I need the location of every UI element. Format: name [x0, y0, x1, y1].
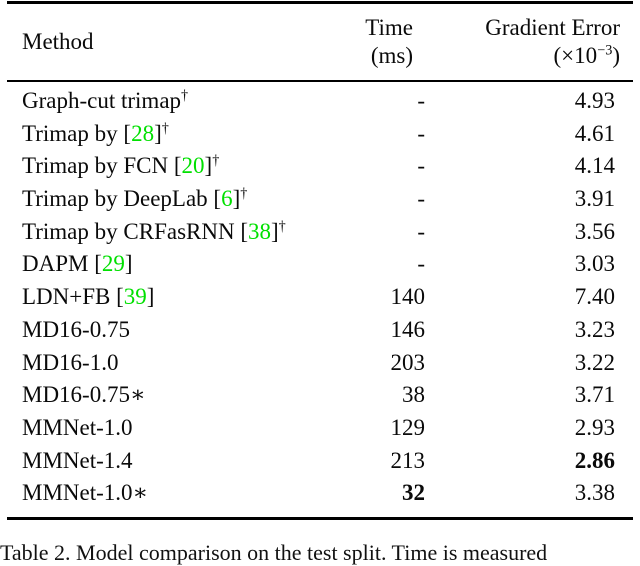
citation-link[interactable]: 28: [131, 120, 155, 146]
gradient-cell: 3.71: [574, 382, 615, 408]
table-row: DAPM [29] - 3.03: [7, 248, 633, 281]
time-cell: -: [417, 120, 425, 146]
table-row: Trimap by DeepLab [6]† - 3.91: [7, 183, 633, 216]
header-gradient-line2: (×10−3): [425, 42, 620, 70]
time-cell: 146: [390, 316, 426, 342]
table-caption: Table 2. Model comparison on the test sp…: [0, 540, 548, 565]
time-cell: -: [417, 186, 425, 212]
results-table: Method Time (ms) Gradient Error (×10−3) …: [7, 1, 633, 520]
gradient-cell: 3.91: [574, 186, 615, 212]
citation-link[interactable]: 20: [181, 153, 205, 179]
table-row: MD16-0.75 146 3.23: [7, 314, 633, 347]
gradient-cell-best: 2.86: [574, 447, 615, 473]
method-cell: MMNet-1.4: [22, 447, 133, 473]
table-bottom-rule: [7, 516, 633, 520]
header-time-line1: Time: [365, 15, 413, 40]
gradient-cell: 3.38: [574, 480, 615, 506]
table-mid-rule: [7, 80, 633, 82]
table-row: MD16-0.75∗ 38 3.71: [7, 379, 633, 412]
method-cell: MD16-0.75∗: [22, 382, 146, 408]
time-cell: -: [417, 218, 425, 244]
gradient-unit-post: ): [612, 43, 620, 68]
header-method: Method: [22, 29, 94, 54]
gradient-unit-exponent: −3: [597, 42, 613, 59]
time-cell: -: [417, 153, 425, 179]
method-cell: DAPM [29]: [22, 251, 133, 277]
gradient-cell: 4.93: [574, 88, 615, 113]
table-row: Graph-cut trimap† - 4.93: [7, 85, 633, 118]
method-cell: Trimap by FCN [20]†: [22, 152, 220, 179]
table-row: MMNet-1.0∗ 32 3.38: [7, 477, 633, 510]
method-cell: Graph-cut trimap†: [22, 87, 189, 113]
header-gradient-error: Gradient Error (×10−3): [425, 14, 633, 70]
method-cell: MMNet-1.0: [22, 414, 133, 440]
time-cell: -: [417, 88, 425, 113]
header-gradient-line1: Gradient Error: [485, 15, 620, 40]
citation-link[interactable]: 38: [248, 218, 271, 244]
dagger-superscript: †: [161, 120, 169, 137]
time-cell: 213: [390, 447, 426, 473]
gradient-cell: 3.23: [574, 316, 615, 342]
citation-link[interactable]: 29: [101, 251, 125, 277]
header-time: Time (ms): [303, 14, 425, 70]
gradient-cell: 4.14: [574, 153, 615, 179]
gradient-cell: 3.56: [574, 218, 615, 244]
dagger-superscript: †: [212, 152, 220, 169]
dagger-superscript: †: [278, 218, 286, 235]
time-cell: 129: [390, 414, 426, 440]
time-cell: 203: [390, 349, 426, 375]
time-cell: 38: [402, 382, 425, 408]
gradient-cell: 3.03: [574, 251, 615, 277]
table-body: Graph-cut trimap† - 4.93 Trimap by [28]†…: [7, 82, 633, 517]
time-cell-best: 32: [402, 480, 425, 506]
gradient-cell: 2.93: [574, 414, 615, 440]
header-time-line2: (ms): [370, 43, 413, 68]
method-cell: MD16-1.0: [22, 349, 119, 375]
method-cell: MD16-0.75: [22, 316, 130, 342]
table-row: Trimap by CRFasRNN [38]† - 3.56: [7, 216, 633, 249]
dagger-superscript: †: [181, 87, 189, 104]
time-cell: -: [417, 251, 425, 277]
citation-link[interactable]: 6: [221, 186, 233, 212]
method-cell: Trimap by DeepLab [6]†: [22, 185, 248, 212]
method-cell: LDN+FB [39]: [22, 284, 155, 310]
table-row: Trimap by FCN [20]† - 4.14: [7, 150, 633, 183]
gradient-cell: 4.61: [574, 120, 615, 146]
citation-link[interactable]: 39: [123, 284, 147, 310]
table-row: LDN+FB [39] 140 7.40: [7, 281, 633, 314]
table-row: MD16-1.0 203 3.22: [7, 347, 633, 380]
dagger-superscript: †: [240, 185, 248, 202]
table-row: Trimap by [28]† - 4.61: [7, 118, 633, 151]
gradient-unit-pre: (×10: [553, 43, 598, 68]
method-cell: MMNet-1.0∗: [22, 480, 149, 506]
method-cell: Trimap by [28]†: [22, 120, 169, 146]
gradient-cell: 7.40: [574, 284, 615, 310]
table-row: MMNet-1.0 129 2.93: [7, 412, 633, 445]
gradient-cell: 3.22: [574, 349, 615, 375]
table-top-rule: [7, 1, 633, 4]
method-cell: Trimap by CRFasRNN [38]†: [22, 218, 286, 244]
table-row: MMNet-1.4 213 2.86: [7, 445, 633, 478]
table-header-row: Method Time (ms) Gradient Error (×10−3): [7, 4, 633, 80]
time-cell: 140: [390, 284, 426, 310]
